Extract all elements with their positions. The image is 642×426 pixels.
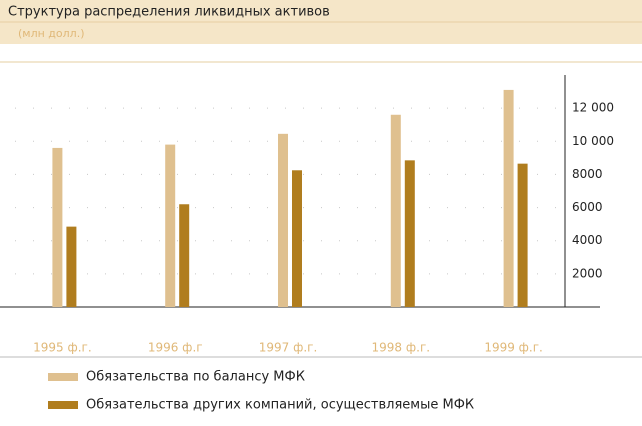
bar <box>52 147 63 307</box>
legend-label: Обязательства по балансу МФК <box>86 370 305 385</box>
legend-swatch <box>48 373 78 381</box>
bar <box>292 170 302 307</box>
x-tick-label: 1999 ф.г. <box>484 341 543 355</box>
x-tick-label: 1998 ф.г. <box>372 341 431 355</box>
bar <box>503 89 514 308</box>
x-tick-label: 1997 ф.г. <box>259 341 318 355</box>
chart-title: Структура распределения ликвидных активо… <box>8 5 330 20</box>
legend-label: Обязательства других компаний, осуществл… <box>86 398 474 413</box>
bar <box>66 226 77 307</box>
bar <box>165 144 176 307</box>
bar <box>517 163 528 307</box>
y-tick-label: 6000 <box>572 200 603 214</box>
legend-swatch <box>48 401 78 409</box>
y-tick-label: 8000 <box>572 167 603 181</box>
bar <box>404 160 415 307</box>
y-tick-label: 2000 <box>572 266 603 280</box>
bar <box>179 204 190 307</box>
chart-subtitle: (млн долл.) <box>18 27 85 40</box>
y-tick-label: 12 000 <box>572 101 614 115</box>
y-tick-label: 4000 <box>572 233 603 247</box>
y-tick-label: 10 000 <box>572 134 614 148</box>
x-tick-label: 1995 ф.г. <box>33 341 92 355</box>
x-tick-label: 1996 ф.г <box>148 341 203 355</box>
bar <box>390 114 401 308</box>
bar <box>278 133 288 307</box>
